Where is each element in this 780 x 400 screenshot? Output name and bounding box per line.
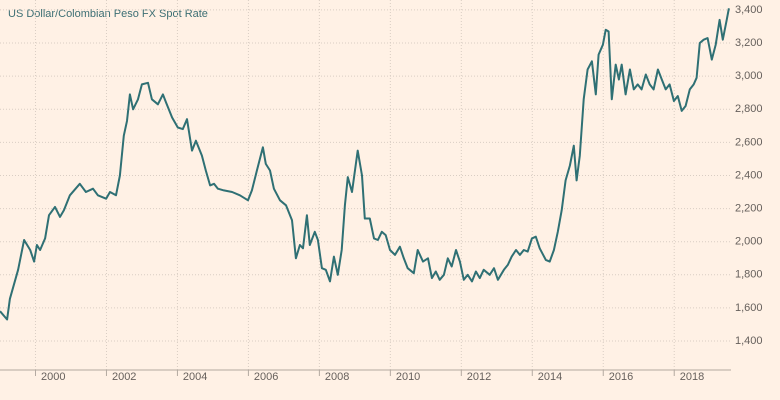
series-line — [0, 8, 730, 321]
chart-title: US Dollar/Colombian Peso FX Spot Rate — [8, 8, 208, 20]
x-tick-label: 2000 — [41, 371, 65, 383]
y-tick-label: 3,400 — [735, 4, 763, 16]
x-tick-label: 2006 — [254, 371, 278, 383]
x-tick-label: 2004 — [183, 371, 207, 383]
y-tick-label: 2,800 — [735, 103, 763, 115]
x-tick-label: 2012 — [467, 371, 491, 383]
y-tick-label: 3,000 — [735, 70, 763, 82]
y-tick-label: 1,600 — [735, 302, 763, 314]
x-tick-label: 2014 — [538, 371, 562, 383]
y-tick-label: 2,000 — [735, 236, 763, 248]
x-tick-label: 2002 — [112, 371, 136, 383]
x-tick-label: 2016 — [609, 371, 633, 383]
y-tick-label: 2,600 — [735, 136, 763, 148]
y-tick-label: 1,800 — [735, 269, 763, 281]
y-tick-label: 2,200 — [735, 202, 763, 214]
y-tick-label: 1,400 — [735, 335, 763, 347]
y-tick-label: 3,200 — [735, 37, 763, 49]
x-tick-label: 2010 — [396, 371, 420, 383]
y-tick-label: 2,400 — [735, 169, 763, 181]
x-tick-label: 2008 — [325, 371, 349, 383]
x-tick-label: 2018 — [680, 371, 704, 383]
